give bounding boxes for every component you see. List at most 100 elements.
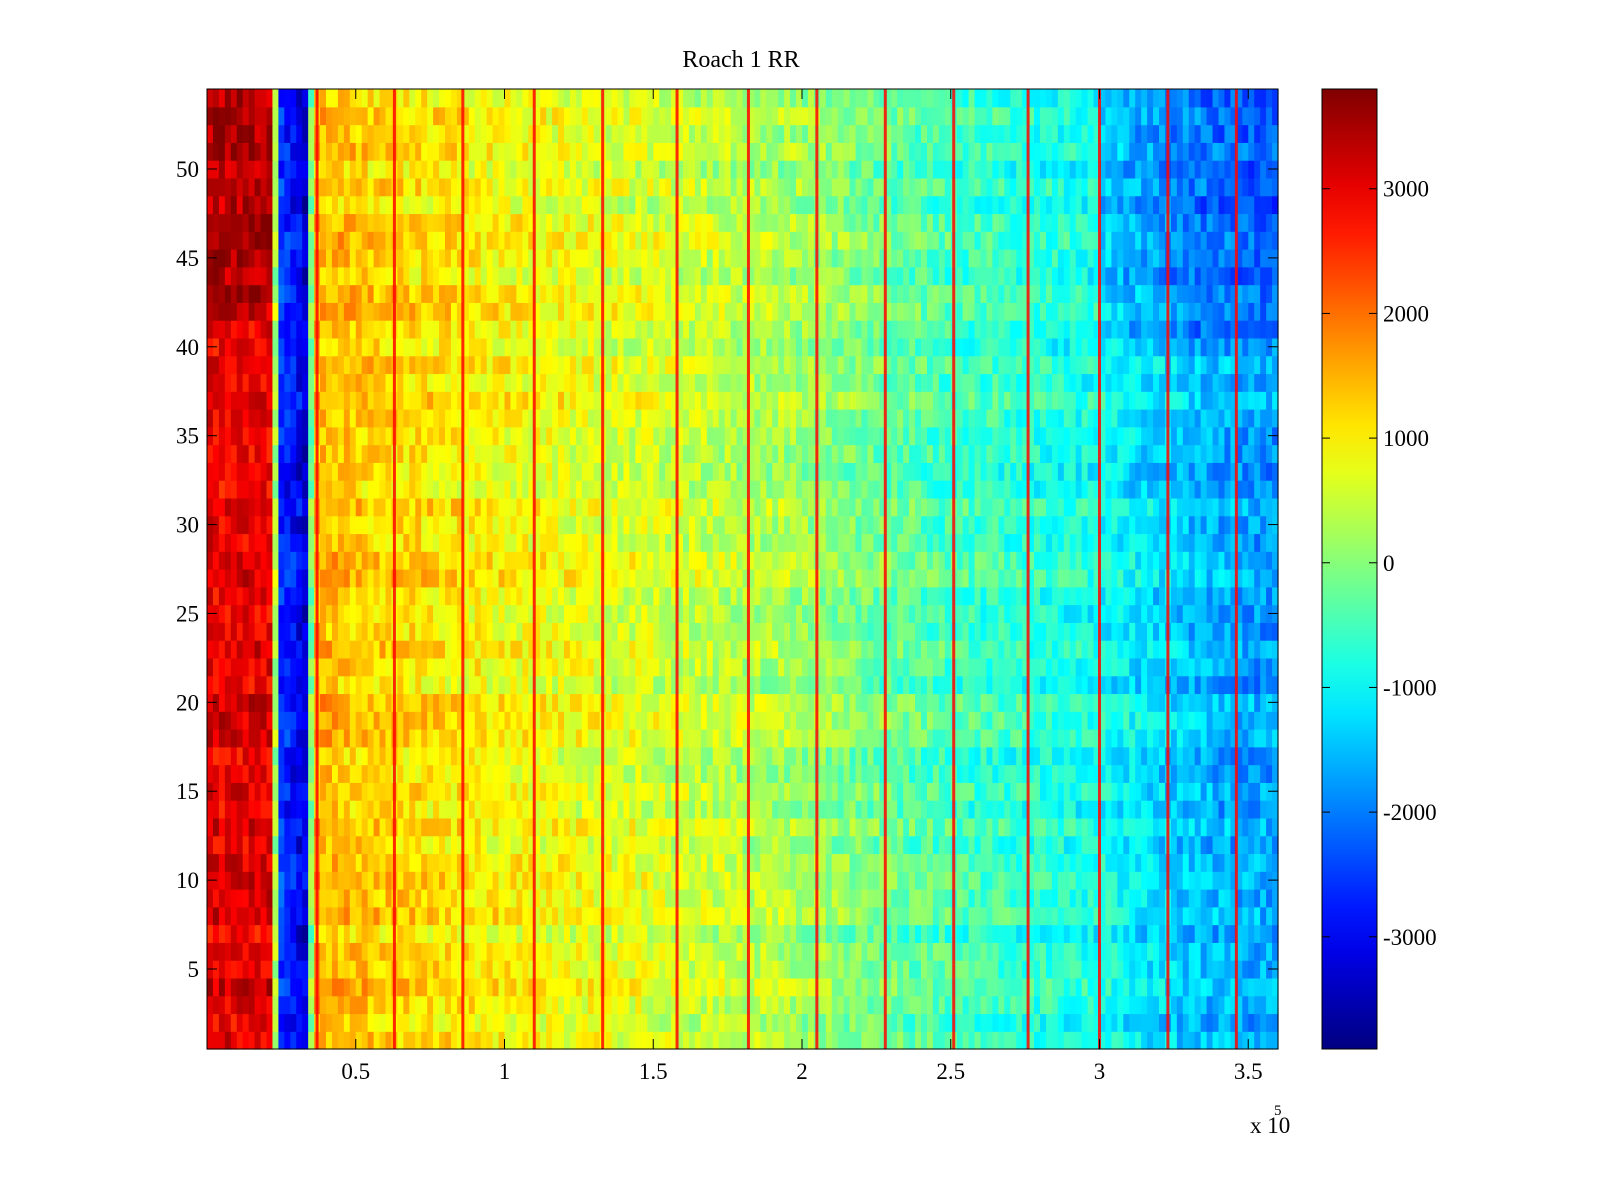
heatmap-cell: [855, 889, 863, 908]
heatmap-cell: [879, 586, 886, 606]
heatmap-cell: [1123, 942, 1130, 961]
heatmap-cell: [1141, 729, 1148, 748]
heatmap-cell: [1087, 835, 1095, 855]
heatmap-cell: [1200, 657, 1208, 677]
heatmap-cell: [671, 551, 678, 570]
heatmap-cell: [825, 711, 833, 730]
heatmap-cell: [290, 782, 297, 801]
heatmap-cell: [540, 693, 547, 712]
heatmap-cell: [706, 746, 714, 766]
heatmap-cell: [605, 1013, 613, 1032]
heatmap-cell: [873, 657, 880, 677]
heatmap-cell: [659, 551, 666, 570]
heatmap-cell: [1087, 604, 1095, 623]
heatmap-cell: [468, 675, 476, 695]
heatmap-cell: [385, 924, 393, 943]
heatmap-cell: [552, 640, 559, 659]
heatmap-cell: [778, 640, 785, 659]
heatmap-cell: [445, 800, 452, 819]
heatmap-cell: [1028, 800, 1035, 819]
heatmap-cell: [1123, 835, 1130, 855]
heatmap-cell: [605, 960, 613, 979]
heatmap-cell: [1105, 604, 1112, 623]
heatmap-cell: [1147, 586, 1154, 606]
heatmap-cell: [290, 871, 297, 890]
heatmap-cell: [1236, 853, 1243, 872]
heatmap-cell: [962, 586, 970, 606]
heatmap-cell: [760, 835, 767, 855]
heatmap-cell: [296, 693, 303, 712]
heatmap-cell: [581, 604, 589, 623]
heatmap-cell: [385, 604, 393, 623]
heatmap-cell: [207, 942, 214, 961]
heatmap-cell: [885, 800, 892, 819]
heatmap-cell: [1051, 675, 1059, 695]
heatmap-cell: [266, 622, 274, 641]
heatmap-cell: [284, 871, 291, 890]
heatmap-cell: [986, 889, 993, 908]
heatmap-cell: [528, 729, 535, 748]
heatmap-cell: [671, 835, 678, 855]
heatmap-cell: [427, 746, 434, 766]
heatmap-cell: [212, 586, 220, 606]
heatmap-cell: [1153, 817, 1160, 837]
heatmap-cell: [873, 906, 880, 926]
heatmap-cell: [825, 800, 833, 819]
heatmap-cell: [361, 711, 369, 730]
heatmap-cell: [552, 960, 559, 979]
heatmap-cell: [1153, 960, 1160, 979]
heatmap-cell: [962, 711, 970, 730]
heatmap-cell: [998, 977, 1005, 997]
heatmap-cell: [1212, 622, 1220, 641]
heatmap-cell: [683, 586, 690, 606]
heatmap-cell: [1141, 871, 1148, 890]
heatmap-cell: [450, 924, 458, 943]
heatmap-cell: [915, 906, 922, 926]
heatmap-cell: [677, 569, 684, 588]
heatmap-cell: [546, 569, 553, 588]
heatmap-cell: [891, 729, 898, 748]
heatmap-cell: [778, 1031, 785, 1050]
heatmap-cell: [718, 640, 726, 659]
heatmap-cell: [492, 569, 500, 588]
heatmap-cell: [700, 995, 708, 1015]
heatmap-cell: [885, 835, 892, 855]
heatmap-cell: [564, 1013, 571, 1032]
heatmap-cell: [641, 693, 648, 712]
heatmap-cell: [879, 764, 886, 783]
heatmap-cell: [980, 800, 988, 819]
heatmap-cell: [498, 746, 506, 766]
heatmap-cell: [944, 835, 952, 855]
heatmap-cell: [671, 640, 678, 659]
heatmap-cell: [331, 622, 339, 641]
heatmap-cell: [510, 835, 517, 855]
heatmap-cell: [968, 817, 976, 837]
heatmap-cell: [403, 960, 410, 979]
heatmap-cell: [837, 924, 845, 943]
heatmap-cell: [1123, 640, 1130, 659]
heatmap-cell: [260, 853, 268, 872]
heatmap-cell: [349, 586, 357, 606]
heatmap-cell: [819, 995, 827, 1015]
heatmap-cell: [754, 622, 761, 641]
heatmap-cell: [932, 942, 940, 961]
heatmap-cell: [534, 693, 541, 712]
heatmap-cell: [855, 995, 863, 1015]
heatmap-cell: [558, 817, 565, 837]
heatmap-cell: [617, 924, 625, 943]
heatmap-cell: [819, 640, 827, 659]
heatmap-cell: [564, 729, 571, 748]
heatmap-cell: [421, 693, 428, 712]
heatmap-cell: [1129, 711, 1136, 730]
heatmap-cell: [558, 835, 565, 855]
heatmap-cell: [1010, 906, 1017, 926]
heatmap-cell: [248, 764, 256, 783]
heatmap-cell: [516, 657, 523, 677]
heatmap-cell: [242, 889, 250, 908]
heatmap-cell: [1117, 853, 1124, 872]
heatmap-cell: [1153, 569, 1160, 588]
heatmap-cell: [712, 871, 720, 890]
heatmap-cell: [909, 995, 916, 1015]
heatmap-cell: [302, 711, 309, 730]
heatmap-cell: [296, 1013, 303, 1032]
